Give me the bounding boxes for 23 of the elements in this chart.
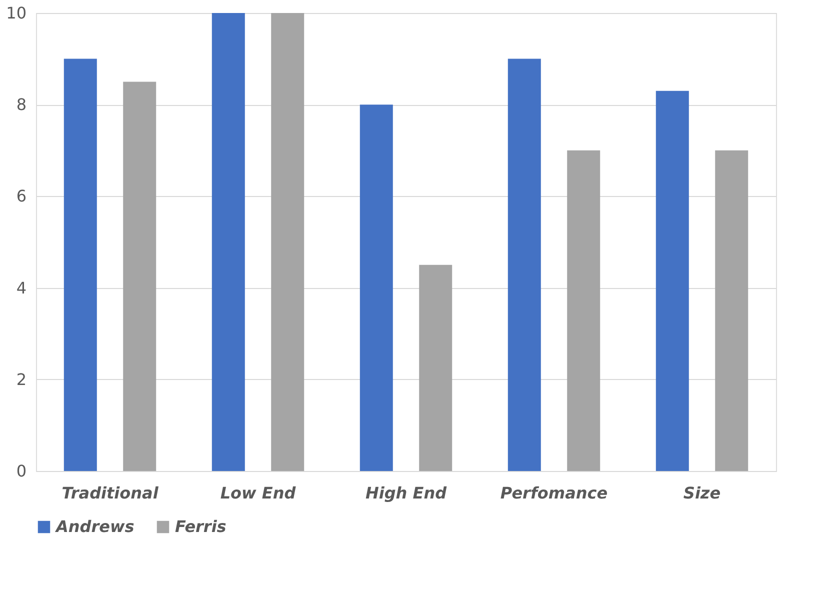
x-tick-label: Traditional <box>62 484 159 502</box>
bar <box>508 58 541 471</box>
legend-label: Andrews <box>54 517 134 536</box>
bar <box>656 90 689 471</box>
y-tick-label: 2 <box>16 370 26 389</box>
y-tick-label: 10 <box>6 4 26 22</box>
bar <box>212 13 245 471</box>
bar <box>64 58 97 471</box>
bar <box>123 82 156 471</box>
x-tick-label: Size <box>683 484 721 502</box>
y-tick-label: 0 <box>16 462 26 480</box>
bar <box>419 264 452 471</box>
y-tick-label: 6 <box>16 186 26 206</box>
bar <box>567 150 600 471</box>
bar <box>360 104 393 471</box>
x-tick-label: Low End <box>220 484 296 502</box>
x-tick-label: Perfomance <box>500 484 608 502</box>
bar <box>271 13 304 471</box>
y-tick-label: 4 <box>16 278 26 298</box>
legend-label: Ferris <box>175 517 226 536</box>
y-tick-label: 8 <box>16 95 26 114</box>
x-tick-label: High End <box>365 484 448 502</box>
bar <box>715 150 748 471</box>
